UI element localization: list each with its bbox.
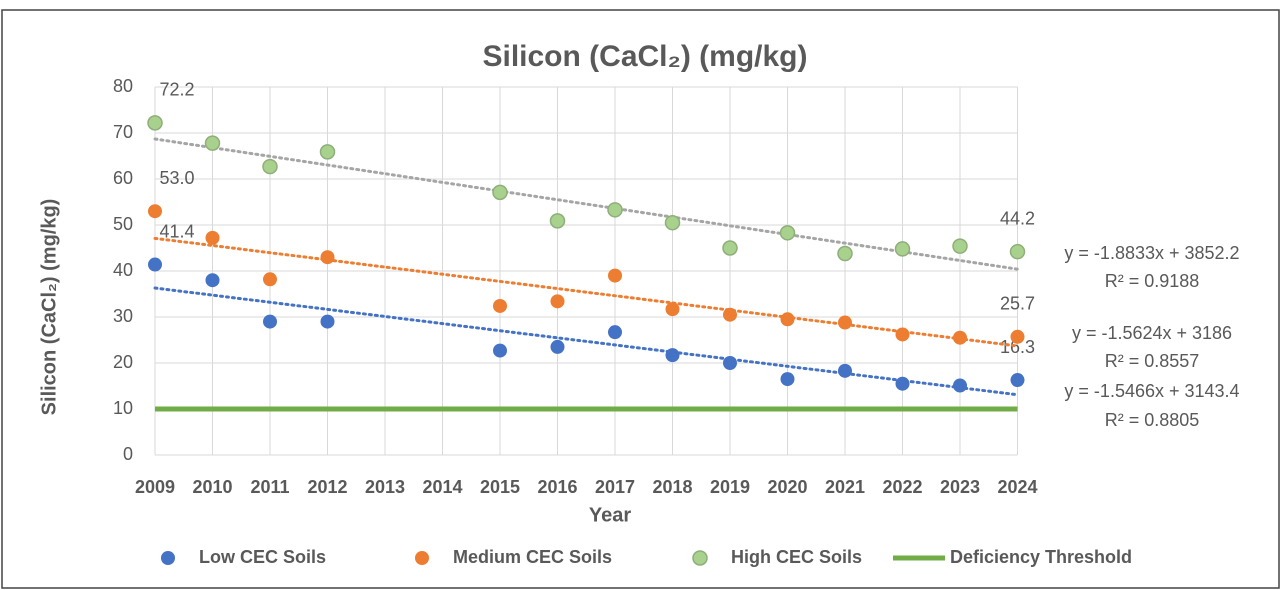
- point: [1010, 329, 1025, 344]
- x-axis-label: Year: [589, 504, 631, 526]
- x-tick-label: 2015: [480, 477, 520, 497]
- y-tick-label: 60: [113, 168, 133, 188]
- x-tick-label: 2013: [365, 477, 405, 497]
- trend-r2: R² = 0.9188: [1105, 271, 1200, 291]
- point: [608, 325, 622, 340]
- x-tick-label: 2012: [307, 477, 347, 497]
- x-tick-label: 2019: [710, 477, 750, 497]
- x-tick-label: 2021: [825, 477, 865, 497]
- point: [147, 115, 163, 131]
- point: [722, 240, 738, 256]
- legend-label: Deficiency Threshold: [950, 547, 1132, 567]
- point: [837, 245, 853, 262]
- point: [262, 158, 278, 175]
- data-label: 25.7: [1000, 294, 1035, 314]
- point: [952, 238, 968, 254]
- x-tick-label: 2018: [652, 477, 692, 497]
- legend-label: High CEC Soils: [731, 547, 862, 567]
- point: [549, 213, 566, 229]
- point: [493, 298, 507, 313]
- point: [608, 268, 622, 283]
- point: [953, 378, 967, 393]
- point: [320, 250, 335, 265]
- x-tick-label: 2023: [940, 477, 980, 497]
- trendline: [153, 137, 1019, 271]
- point: [665, 348, 680, 363]
- x-tick-label: 2020: [767, 477, 807, 497]
- x-tick-label: 2009: [135, 477, 175, 497]
- x-tick-label: 2011: [250, 477, 289, 497]
- legend-swatch: [692, 550, 708, 566]
- point: [492, 184, 508, 201]
- data-label: 41.4: [159, 221, 194, 241]
- trend-equation: y = -1.5466x + 3143.4: [1064, 381, 1239, 401]
- trend-equation: y = -1.8833x + 3852.2: [1064, 243, 1239, 263]
- y-tick-label: 50: [113, 214, 133, 234]
- legend-label: Medium CEC Soils: [453, 547, 612, 567]
- point: [319, 144, 336, 160]
- point: [550, 339, 565, 354]
- point: [665, 302, 680, 317]
- point: [205, 273, 220, 288]
- y-tick-label: 10: [113, 398, 133, 418]
- y-axis-label: Silicon (CaCl₂) (mg/kg): [38, 199, 60, 416]
- trend-r2: R² = 0.8557: [1105, 351, 1200, 371]
- y-tick-label: 30: [113, 306, 133, 326]
- data-label: 72.2: [159, 80, 194, 100]
- point: [894, 241, 911, 257]
- point: [953, 330, 967, 345]
- point: [607, 202, 623, 218]
- x-tick-label: 2010: [192, 477, 232, 497]
- point: [895, 327, 910, 342]
- trendline: [153, 236, 1019, 348]
- point: [148, 204, 162, 219]
- x-tick-label: 2016: [537, 477, 577, 497]
- y-tick-label: 0: [123, 444, 133, 464]
- point: [205, 230, 220, 245]
- point: [664, 214, 681, 231]
- y-tick-label: 20: [113, 352, 133, 372]
- y-tick-label: 70: [113, 122, 133, 142]
- point: [263, 314, 277, 329]
- x-tick-label: 2022: [882, 477, 922, 497]
- y-tick-label: 40: [113, 260, 133, 280]
- point: [780, 372, 795, 387]
- trend-equation: y = -1.5624x + 3186: [1072, 323, 1232, 343]
- frame: [1, 9, 1280, 589]
- y-tick-label: 80: [113, 76, 133, 96]
- point: [780, 312, 795, 327]
- trend-r2: R² = 0.8805: [1105, 410, 1200, 430]
- chart-title: Silicon (CaCl₂) (mg/kg): [482, 40, 807, 73]
- point: [838, 315, 852, 330]
- point: [1009, 243, 1026, 260]
- point: [895, 376, 910, 391]
- point: [320, 314, 335, 329]
- point: [1010, 373, 1025, 388]
- trendline: [153, 286, 1019, 397]
- x-tick-label: 2017: [595, 477, 635, 497]
- point: [148, 257, 162, 272]
- x-tick-label: 2014: [422, 477, 462, 497]
- point: [779, 225, 796, 241]
- point: [204, 135, 221, 151]
- data-label: 44.2: [1000, 208, 1035, 228]
- x-tick-label: 2024: [997, 477, 1037, 497]
- point: [723, 307, 737, 322]
- point: [550, 294, 565, 309]
- legend-swatch: [415, 551, 429, 565]
- data-label: 53.0: [159, 168, 194, 188]
- data-label: 16.3: [1000, 337, 1035, 357]
- legend-label: Low CEC Soils: [199, 547, 326, 567]
- point: [838, 363, 852, 378]
- point: [723, 356, 737, 370]
- point: [493, 343, 507, 358]
- legend-swatch: [161, 551, 175, 565]
- point: [263, 272, 277, 287]
